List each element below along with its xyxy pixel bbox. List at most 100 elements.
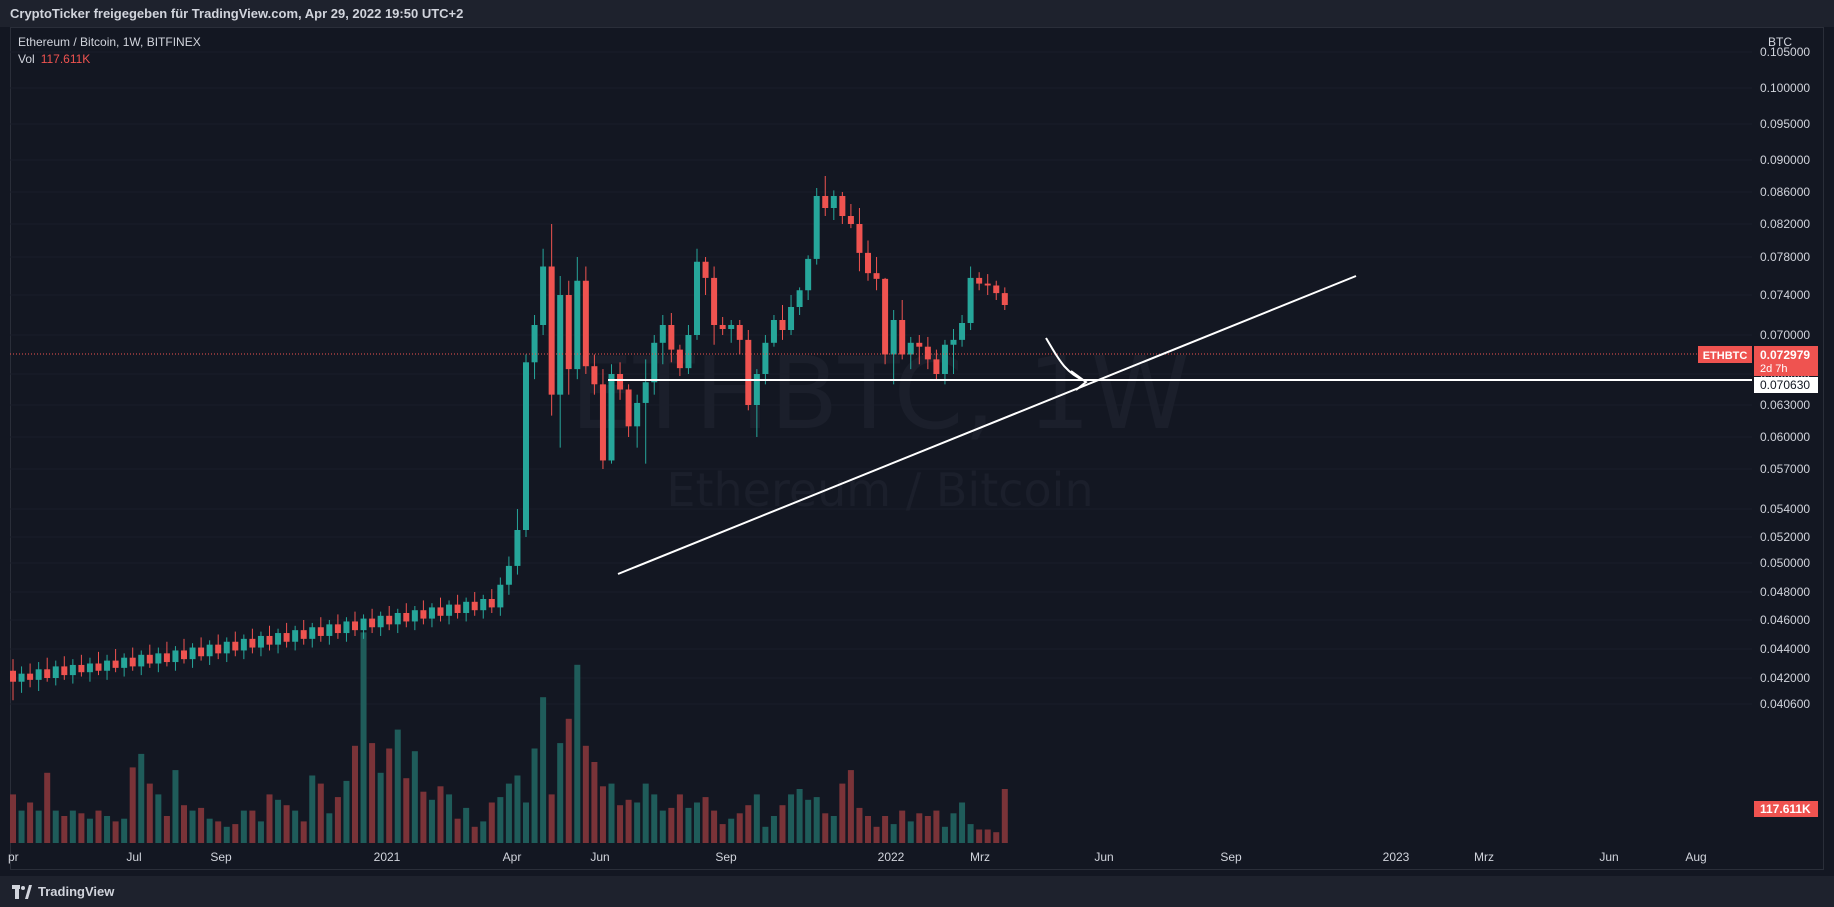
volume-bar — [471, 826, 478, 843]
candle — [428, 603, 435, 628]
y-tick-label: 0.040600 — [1760, 697, 1810, 711]
candle — [257, 631, 264, 657]
candle — [394, 608, 401, 634]
candle-body — [736, 325, 743, 340]
candle — [694, 248, 700, 340]
candle — [454, 594, 461, 619]
candle — [52, 660, 59, 686]
candle-body — [189, 647, 196, 660]
candle — [959, 315, 966, 347]
volume-bar — [1001, 789, 1008, 843]
candle — [805, 255, 812, 300]
candle — [27, 663, 34, 688]
volume-bar — [865, 816, 871, 843]
volume-bar — [181, 805, 187, 843]
x-tick-label: Sep — [210, 850, 232, 864]
volume-bar — [172, 770, 179, 843]
candle-body — [924, 346, 931, 360]
volume-bar — [668, 807, 675, 843]
candle — [309, 622, 316, 648]
y-tick-label: 0.074000 — [1760, 288, 1810, 302]
candle — [890, 310, 897, 385]
candle — [275, 628, 282, 654]
candle — [882, 277, 889, 365]
candle-body — [805, 258, 812, 291]
volume-bar — [676, 794, 683, 843]
candle — [155, 647, 162, 673]
y-tick-label: 0.095000 — [1760, 117, 1810, 131]
candle — [976, 272, 983, 291]
candle-body — [796, 290, 803, 307]
candle — [788, 295, 795, 335]
volume-bar — [61, 816, 68, 843]
volume-legend-label: Vol — [18, 52, 35, 66]
candle — [950, 329, 957, 374]
price-axis[interactable]: 0.105000 0.100000 0.095000 0.090000 0.086000… — [1760, 45, 1810, 711]
candle — [78, 654, 85, 677]
volume-bar — [565, 718, 572, 843]
candle — [497, 577, 504, 616]
candle — [907, 336, 914, 370]
x-tick-label: pr — [8, 850, 19, 864]
y-tick-label: 0.105000 — [1760, 45, 1810, 59]
candle-body — [317, 627, 324, 636]
candle-body — [668, 325, 675, 350]
candle-body — [719, 325, 726, 329]
candle — [770, 315, 777, 347]
candle — [95, 651, 102, 676]
volume-bar — [309, 775, 316, 843]
candle — [659, 315, 666, 365]
candle — [822, 176, 829, 216]
chart-panel[interactable] — [10, 27, 1824, 870]
ascending-trendline[interactable] — [617, 275, 1357, 575]
candle — [813, 188, 820, 265]
volume-bar — [223, 826, 230, 843]
volume-bar — [685, 807, 692, 843]
volume-bar — [548, 794, 555, 843]
x-tick-label: Apr — [503, 850, 522, 864]
volume-bar — [540, 697, 547, 843]
candle-body — [882, 278, 889, 355]
candle-body — [651, 342, 658, 383]
price-chart[interactable]: ETHBTC, 1W Ethereum / Bitcoin 0.1050000.… — [0, 0, 1834, 876]
tradingview-logo[interactable]: TradingView — [12, 876, 114, 907]
candle — [865, 240, 871, 281]
candle — [471, 592, 478, 616]
y-tick-label: 0.052000 — [1760, 530, 1810, 544]
candle — [181, 638, 187, 664]
y-tick-label: 0.048000 — [1760, 585, 1810, 599]
x-tick-label: Sep — [1220, 850, 1242, 864]
candle — [557, 276, 564, 448]
candle-body — [386, 615, 393, 625]
volume-bar — [557, 743, 564, 843]
volume-bar — [428, 799, 435, 843]
candle-body — [574, 280, 581, 370]
candle-body — [27, 673, 34, 680]
volume-bar — [728, 818, 735, 843]
time-axis[interactable]: pr Jul Sep 2021 Apr Jun Sep 2022 Mrz Jun Sep 2023 Mr… — [8, 850, 1707, 864]
user-drawings[interactable] — [10, 275, 1752, 575]
volume-bar — [514, 775, 521, 843]
candle — [1001, 287, 1008, 310]
y-tick-label: 0.090000 — [1760, 153, 1810, 167]
candle-body — [1001, 293, 1008, 305]
volume-bar — [138, 753, 145, 843]
volume-bar — [27, 802, 34, 843]
candle — [18, 666, 25, 693]
volume-bar — [463, 807, 470, 843]
volume-bar — [762, 826, 769, 843]
volume-bar — [933, 810, 940, 843]
candle — [856, 208, 863, 272]
volume-bar — [275, 799, 282, 843]
candle-body — [334, 624, 341, 634]
share-header: CryptoTicker freigegeben für TradingView… — [0, 0, 1834, 27]
candle — [728, 320, 735, 343]
candle-body — [352, 621, 358, 631]
candle — [711, 266, 718, 345]
volume-label: 117.611K — [1754, 801, 1818, 817]
volume-bar — [967, 824, 974, 843]
x-tick-label: Mrz — [970, 850, 990, 864]
candle-body — [326, 624, 333, 636]
level-label-value: 0.070630 — [1760, 378, 1810, 392]
candle — [565, 280, 572, 395]
